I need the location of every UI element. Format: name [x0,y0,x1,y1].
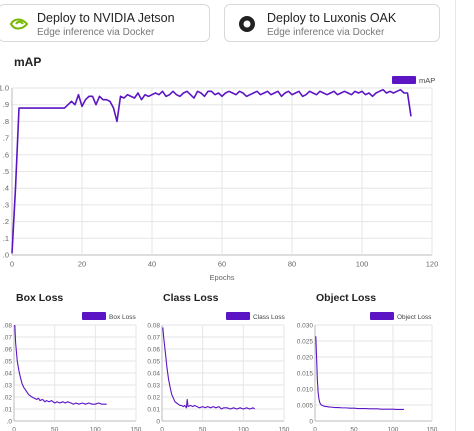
x-tick-label: 20 [78,260,86,269]
series-line [315,336,404,411]
y-tick-label: .1 [3,234,9,243]
x-tick-label: 100 [356,260,369,269]
x-tick-label: 100 [238,427,249,431]
y-tick-label: 0.07 [147,335,160,342]
x-tick-label: 50 [199,427,207,431]
y-tick-label: .6 [3,150,9,159]
y-tick-label: .03 [3,383,12,390]
y-tick-label: 1.0 [0,84,9,93]
y-tick-label: 0.06 [147,347,160,354]
object-loss-chart-title: Object Loss [316,292,377,304]
y-tick-label: 0.04 [147,371,160,378]
y-tick-label: .07 [3,335,12,342]
y-tick-label: 0 [156,419,160,426]
y-tick-label: .7 [3,134,9,143]
series-line [162,327,256,410]
x-tick-label: 150 [131,427,142,431]
y-tick-label: .08 [3,323,12,330]
x-tick-label: 0 [12,427,16,431]
y-tick-label: 0.05 [147,359,160,366]
deploy-jetson-card[interactable]: Deploy to NVIDIA Jetson Edge inference v… [0,4,210,42]
y-tick-label: .0 [3,251,9,260]
luxonis-icon [239,16,255,32]
legend-swatch [82,312,106,320]
x-tick-label: 40 [148,260,156,269]
y-tick-label: 0.005 [297,403,314,410]
x-tick-label: 0 [160,427,164,431]
x-tick-label: 50 [350,427,358,431]
y-tick-label: 0.03 [147,383,160,390]
legend-swatch [392,76,416,84]
legend-label: Object Loss [397,314,432,321]
x-tick-label: 150 [427,427,438,431]
y-tick-label: .01 [3,407,12,414]
x-tick-label: 120 [426,260,439,269]
y-tick-label: 0.020 [297,355,314,362]
y-tick-label: .0 [7,419,13,426]
y-tick-label: .3 [3,200,9,209]
right-scrollbar-panel[interactable] [455,0,474,431]
deploy-luxonis-card[interactable]: Deploy to Luxonis OAK Edge inference via… [224,4,440,42]
y-tick-label: 0 [309,419,313,426]
class-loss-chart-title: Class Loss [163,292,219,304]
card-title: Deploy to Luxonis OAK [267,11,397,25]
y-tick-label: 0.01 [147,407,160,414]
y-tick-label: .06 [3,347,12,354]
x-tick-label: 50 [51,427,59,431]
map-chart-title: mAP [14,55,42,69]
legend-label: mAP [419,76,435,85]
y-tick-label: .5 [3,167,9,176]
legend-label: Class Loss [253,314,286,321]
series-line [14,324,107,405]
y-tick-label: 0.015 [297,371,314,378]
y-tick-label: .02 [3,395,12,402]
y-tick-label: .04 [3,371,12,378]
legend-swatch [226,312,250,320]
y-tick-label: 0.010 [297,387,314,394]
nvidia-icon [9,18,29,30]
y-tick-label: .05 [3,359,12,366]
series-line [11,88,412,254]
y-tick-label: .2 [3,217,9,226]
x-tick-label: 0 [10,260,14,269]
y-tick-label: .9 [3,100,9,109]
y-tick-label: 0.030 [297,323,314,330]
x-tick-label: 100 [90,427,101,431]
x-tick-label: 80 [288,260,296,269]
y-tick-label: .8 [3,117,9,126]
x-tick-label: 60 [218,260,226,269]
y-tick-label: .4 [3,184,9,193]
card-subtitle: Edge inference via Docker [37,27,155,38]
y-tick-label: 0.08 [147,323,160,330]
x-tick-label: 150 [279,427,290,431]
x-tick-label: 100 [388,427,399,431]
x-axis-label: Epochs [209,273,234,282]
card-title: Deploy to NVIDIA Jetson [37,11,175,25]
legend-swatch [370,312,394,320]
box-loss-chart-title: Box Loss [16,292,64,304]
y-tick-label: 0.025 [297,339,314,346]
x-tick-label: 0 [313,427,317,431]
y-tick-label: 0.02 [147,395,160,402]
card-subtitle: Edge inference via Docker [267,27,385,38]
legend-label: Box Loss [109,314,136,321]
